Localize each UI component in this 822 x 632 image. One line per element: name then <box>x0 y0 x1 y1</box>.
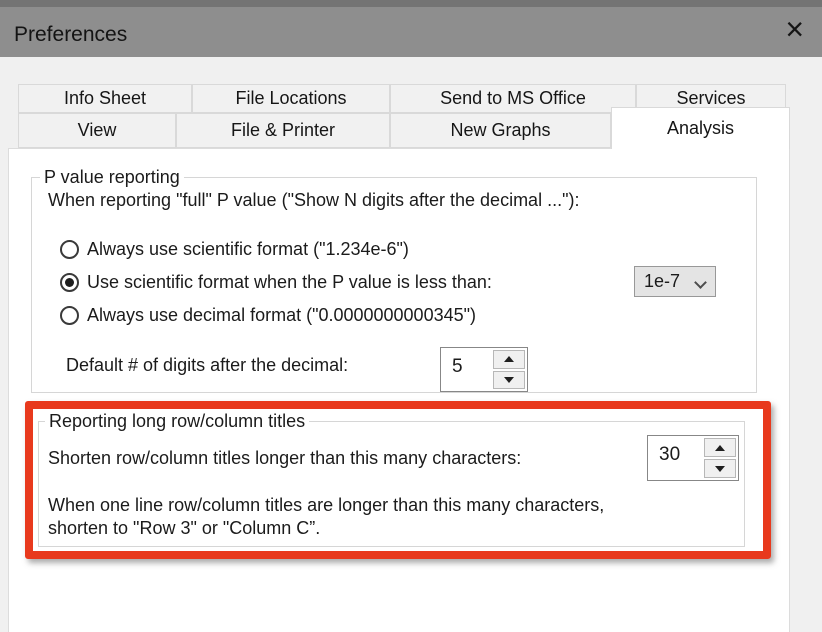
radio-always-decimal[interactable]: Always use decimal format ("0.0000000000… <box>60 304 476 326</box>
titlebar: Preferences × <box>0 0 822 57</box>
shorten-input[interactable]: 30 <box>659 444 681 465</box>
down-arrow-icon <box>504 376 514 383</box>
tab-label: New Graphs <box>450 120 551 140</box>
digits-input[interactable]: 5 <box>452 356 463 377</box>
tab-label: Info Sheet <box>63 88 147 108</box>
spin-up-button[interactable] <box>704 438 736 457</box>
group-title: Reporting long row/column titles <box>45 411 310 432</box>
shorten-spinner: 30 <box>647 435 739 481</box>
p-value-intro-text: When reporting "full" P value ("Show N d… <box>48 190 580 210</box>
spin-down-button[interactable] <box>493 370 525 389</box>
radio-scientific-when-less-than[interactable]: Use scientific format when the P value i… <box>60 271 492 293</box>
down-arrow-icon <box>715 465 725 472</box>
shorten-label: Shorten row/column titles longer than th… <box>48 448 522 468</box>
radio-button-icon <box>60 239 79 259</box>
radio-button-icon <box>60 305 79 325</box>
tab-view[interactable]: View <box>18 113 176 148</box>
radio-label: Always use decimal format ("0.0000000000… <box>87 304 476 325</box>
tab-file-and-printer[interactable]: File & Printer <box>176 113 390 148</box>
dropdown-value: 1e-7 <box>644 271 681 291</box>
group-title: P value reporting <box>40 167 184 188</box>
spinner-buttons <box>702 436 738 480</box>
tab-label: Analysis <box>666 118 735 138</box>
tab-label: File & Printer <box>230 120 336 140</box>
tab-analysis[interactable]: Analysis <box>611 107 790 149</box>
up-arrow-icon <box>504 356 514 363</box>
p-value-reporting-group: P value reporting When reporting "full" … <box>31 167 757 393</box>
spinner-buttons <box>491 348 527 391</box>
tab-info-sheet[interactable]: Info Sheet <box>18 84 192 113</box>
radio-always-scientific[interactable]: Always use scientific format ("1.234e-6"… <box>60 238 409 260</box>
tab-label: View <box>77 120 117 140</box>
tab-new-graphs[interactable]: New Graphs <box>390 113 611 148</box>
digits-label: Default # of digits after the decimal: <box>66 355 349 375</box>
radio-label: Use scientific format when the P value i… <box>87 271 492 292</box>
description-line-1: When one line row/column titles are long… <box>48 495 605 515</box>
row-column-titles-group: Reporting long row/column titles Shorten… <box>38 411 745 547</box>
tab-label: Send to MS Office <box>440 88 586 108</box>
description-line-2: shorten to "Row 3" or "Column C”. <box>48 518 321 538</box>
analysis-tab-page: P value reporting When reporting "full" … <box>8 148 790 632</box>
digits-spinner: 5 <box>440 347 528 392</box>
spin-up-button[interactable] <box>493 350 525 369</box>
tab-send-to-ms-office[interactable]: Send to MS Office <box>390 84 636 113</box>
chevron-down-icon <box>694 276 707 289</box>
tab-label: Services <box>676 88 746 108</box>
titlebar-top-strip <box>0 0 822 7</box>
spin-down-button[interactable] <box>704 459 736 478</box>
p-threshold-dropdown[interactable]: 1e-7 <box>634 266 716 297</box>
close-icon[interactable]: × <box>785 11 804 47</box>
up-arrow-icon <box>715 444 725 451</box>
radio-button-icon <box>60 272 79 292</box>
tab-file-locations[interactable]: File Locations <box>192 84 390 113</box>
radio-label: Always use scientific format ("1.234e-6"… <box>87 238 409 259</box>
tab-label: File Locations <box>235 88 347 108</box>
window-title: Preferences <box>14 23 128 46</box>
